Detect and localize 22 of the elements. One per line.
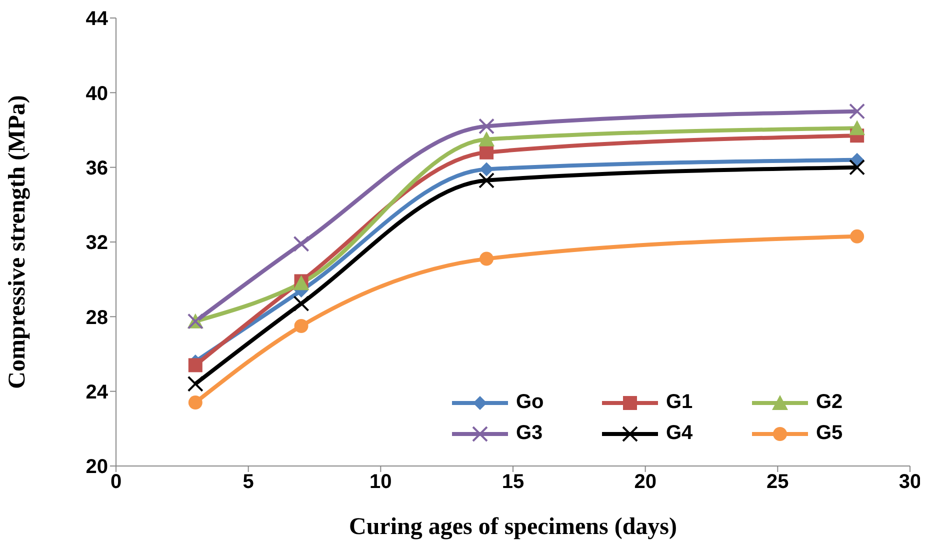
y-tick-label: 40 [86,82,108,105]
x-tick-label: 30 [898,471,922,494]
y-tick-label: 28 [86,306,108,329]
legend-label: G3 [516,422,543,445]
y-tick-label: 20 [86,456,108,478]
x-tick-label: 0 [110,471,122,494]
legend-label: G2 [816,391,843,414]
y-axis-title: Compressive strength (MPa) [4,95,31,389]
legend-label: G4 [666,422,693,445]
legend-label: G1 [666,391,693,414]
legend-label: Go [516,391,544,414]
x-tick-label: 5 [242,471,254,494]
y-tick-label: 36 [86,157,108,180]
y-tick-label: 44 [86,8,109,30]
x-axis-title: Curing ages of specimens (days) [349,514,677,540]
x-tick-label: 10 [370,471,392,494]
y-tick-label: 24 [86,381,109,404]
legend-label: G5 [816,422,843,445]
x-tick-label: 25 [766,471,789,494]
x-tick-label: 15 [502,471,524,494]
x-tick-label: 20 [634,471,656,494]
y-tick-label: 32 [86,232,108,254]
